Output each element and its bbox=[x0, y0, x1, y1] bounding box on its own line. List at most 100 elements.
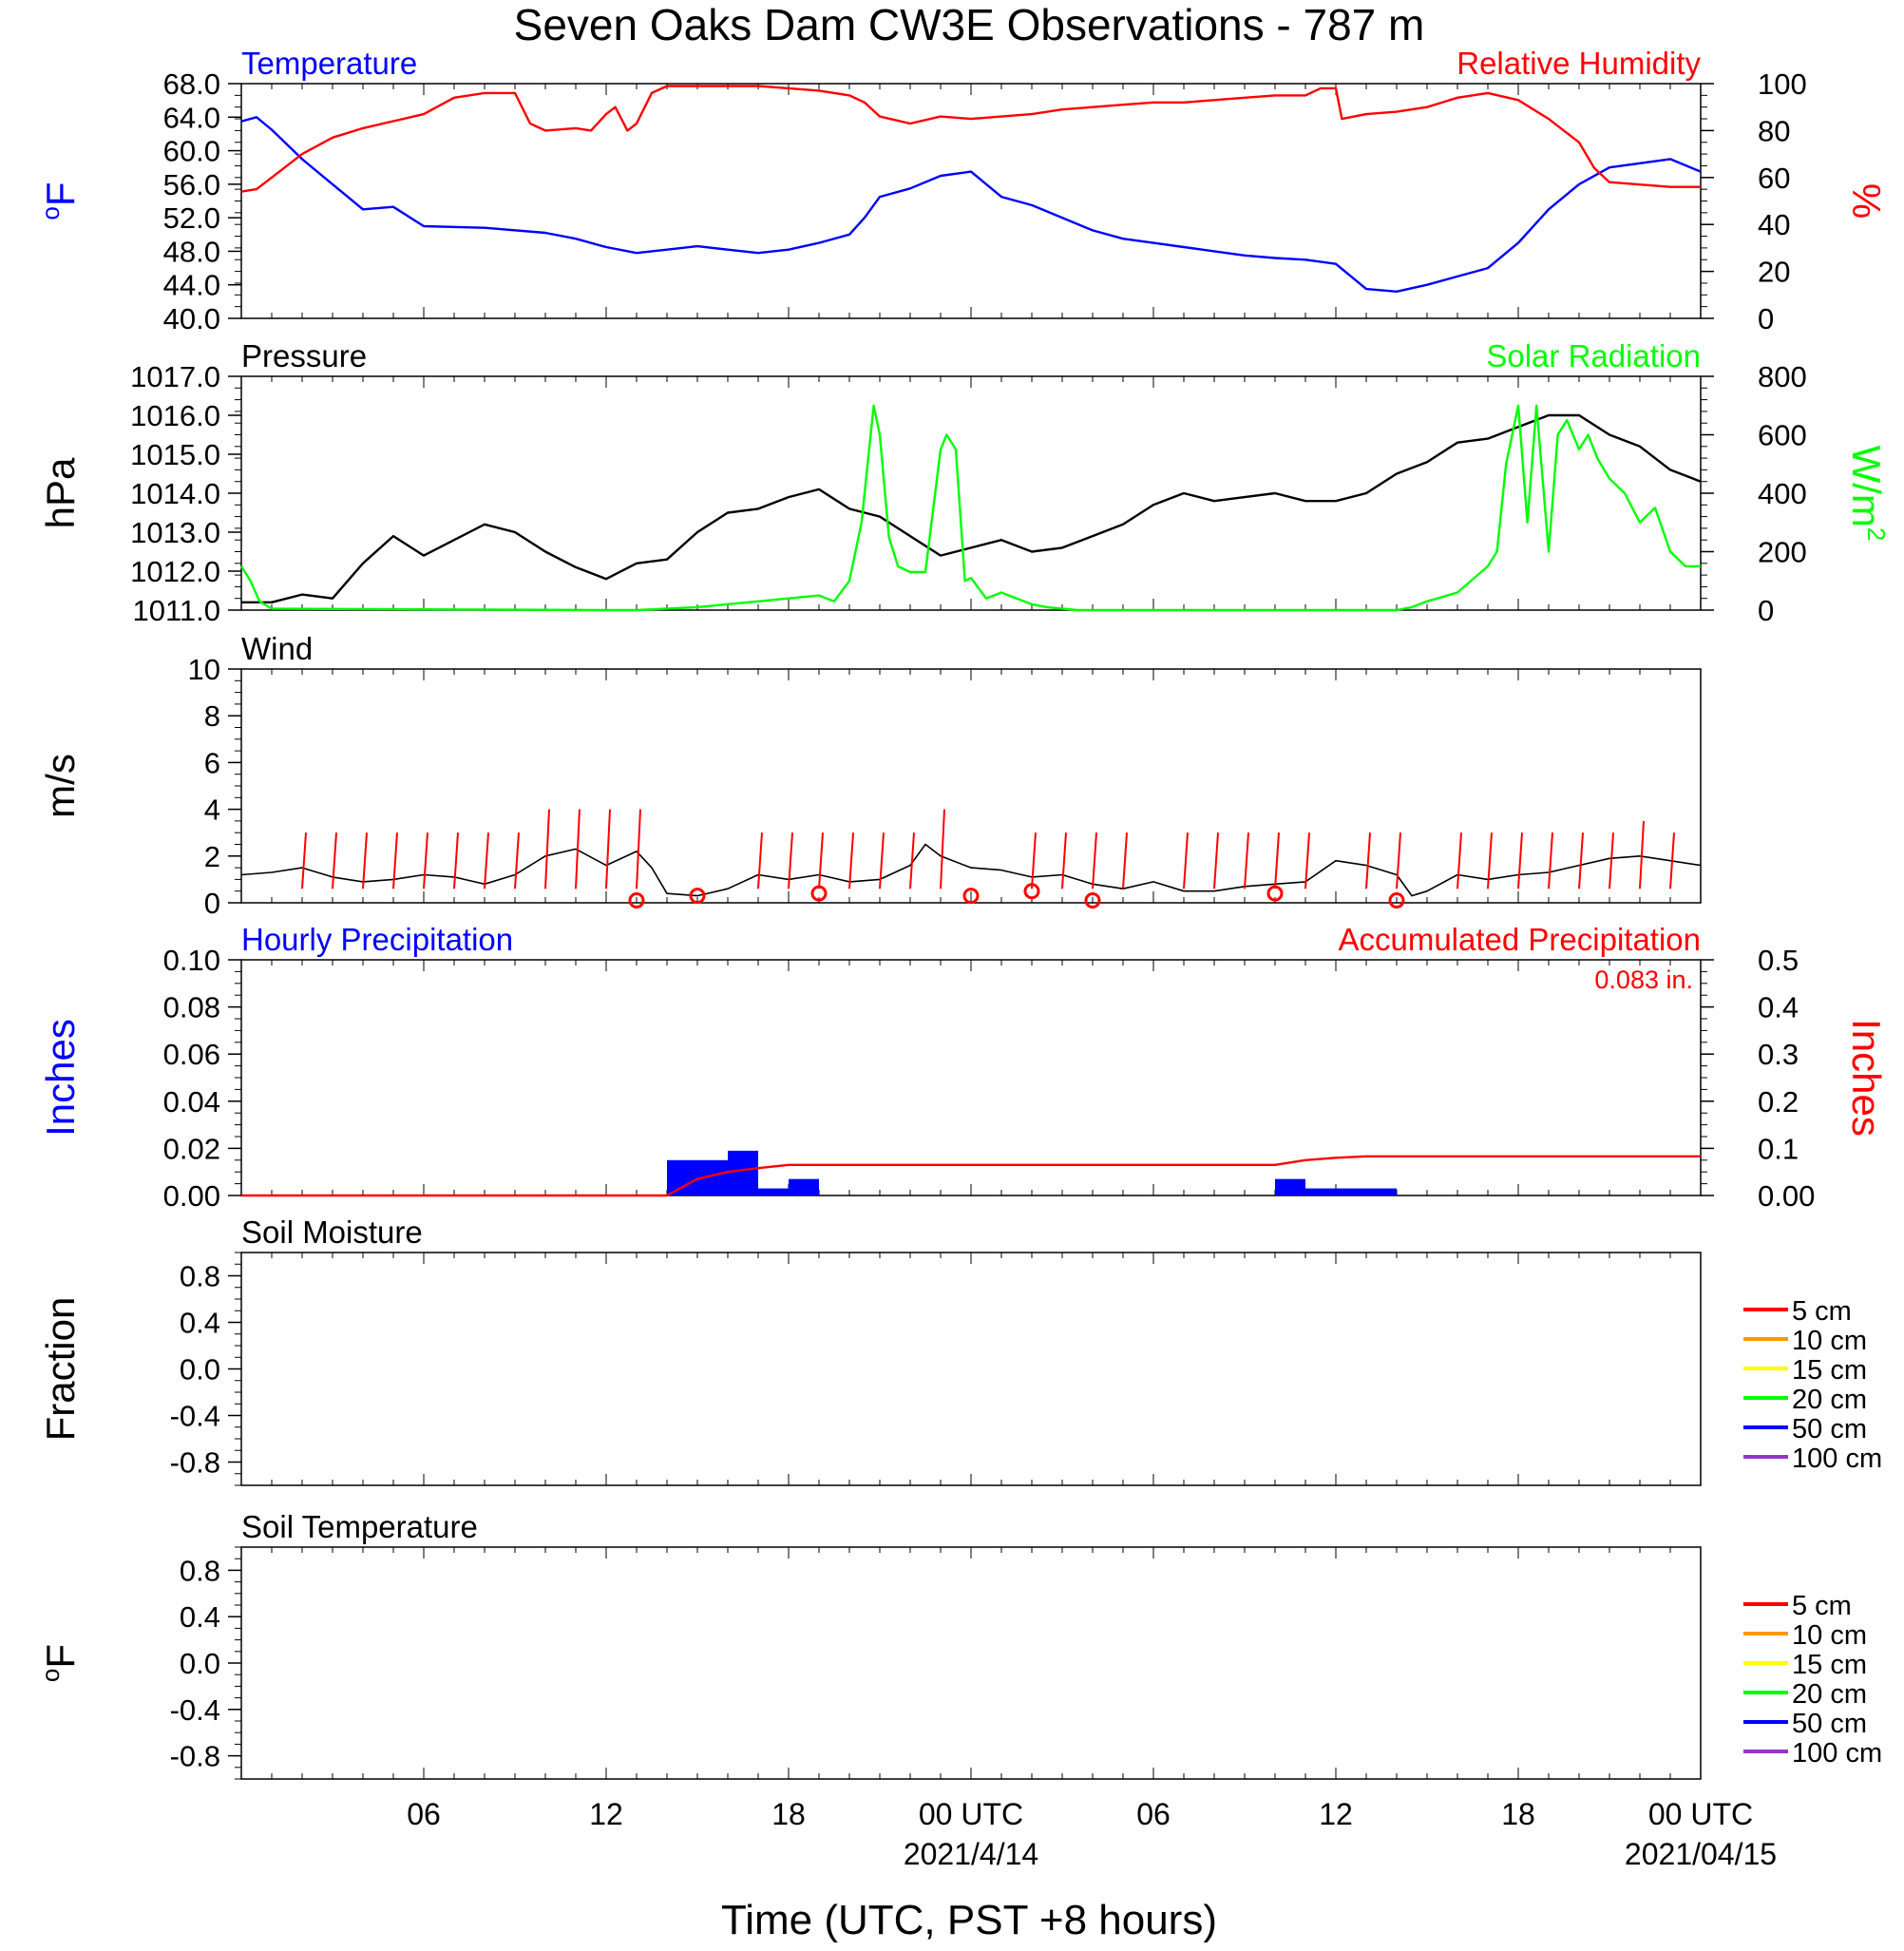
wind-barb bbox=[1639, 820, 1645, 889]
legend-label: 10 cm bbox=[1792, 1620, 1867, 1651]
left-axis-label: Inches bbox=[38, 1019, 83, 1137]
y-tick-label: 60.0 bbox=[163, 135, 220, 168]
wind-barb bbox=[514, 832, 520, 889]
wind-barb bbox=[1304, 832, 1310, 889]
wind-barb bbox=[423, 832, 428, 889]
y2-tick-label: 400 bbox=[1758, 477, 1807, 510]
y-tick-label: 1012.0 bbox=[130, 555, 220, 588]
y2-tick-label: 200 bbox=[1758, 536, 1807, 569]
y2-tick-label: 800 bbox=[1758, 360, 1807, 393]
y-tick-label: 40.0 bbox=[163, 302, 220, 335]
wind-barb bbox=[909, 832, 915, 889]
legend-label: 20 cm bbox=[1792, 1679, 1867, 1710]
wind-barb bbox=[332, 832, 337, 889]
y-tick-label: 0.8 bbox=[180, 1260, 220, 1293]
wind-barb bbox=[1457, 832, 1462, 889]
left-axis-label-text: oF bbox=[36, 182, 83, 220]
y-tick-label: 48.0 bbox=[163, 235, 220, 268]
left-axis-label-text: Inches bbox=[38, 1019, 83, 1137]
precip-bar bbox=[667, 1159, 697, 1195]
panel-title-right: Relative Humidity bbox=[1457, 46, 1701, 81]
y2-tick-label: 20 bbox=[1758, 256, 1790, 289]
calm-marker bbox=[810, 885, 828, 902]
x-tick-label: 12 bbox=[589, 1797, 623, 1831]
x-tick-label: 00 UTC bbox=[919, 1797, 1023, 1831]
y2-tick-label: 0.4 bbox=[1758, 991, 1799, 1024]
y-tick-label: 0.8 bbox=[180, 1554, 220, 1587]
wind-barb bbox=[453, 832, 459, 889]
x-tick-label: 18 bbox=[771, 1797, 806, 1831]
precip-bar bbox=[1336, 1188, 1366, 1195]
wind-barb bbox=[848, 832, 854, 889]
legend-label: 10 cm bbox=[1792, 1326, 1867, 1356]
accumulated-precipitation-line bbox=[241, 1155, 1701, 1197]
y2-tick-label: 0.3 bbox=[1758, 1038, 1799, 1071]
y-tick-label: 0.06 bbox=[163, 1038, 220, 1071]
wind-barb bbox=[484, 832, 489, 889]
panel-title-left: Soil Moisture bbox=[241, 1215, 423, 1250]
y-tick-label: 44.0 bbox=[163, 269, 220, 302]
wind-barb bbox=[544, 809, 550, 889]
wind-barb bbox=[1244, 832, 1249, 889]
y-tick-label: -0.8 bbox=[170, 1446, 220, 1480]
legend-label: 100 cm bbox=[1792, 1444, 1882, 1474]
wind-barb bbox=[788, 832, 793, 889]
precipitation-frame bbox=[240, 959, 1702, 1196]
precip-bar bbox=[1275, 1178, 1305, 1195]
panel-title-left: Soil Temperature bbox=[241, 1509, 478, 1544]
right-axis-label: W/m2 bbox=[1844, 446, 1891, 542]
calm-marker bbox=[1023, 883, 1040, 900]
wind-barb bbox=[1487, 832, 1493, 889]
calm-marker bbox=[628, 892, 645, 909]
left-axis-label-text: hPa bbox=[38, 457, 83, 528]
wind-barb bbox=[1365, 832, 1371, 889]
pressure-line bbox=[241, 413, 1702, 603]
calm-marker bbox=[689, 888, 706, 905]
left-axis-label: oF bbox=[36, 1644, 83, 1682]
left-axis-label: m/s bbox=[38, 754, 83, 818]
legend-label: 5 cm bbox=[1792, 1296, 1852, 1327]
right-axis-label-text: W/m2 bbox=[1844, 446, 1891, 542]
legend-label: 20 cm bbox=[1792, 1385, 1867, 1415]
wind-barb bbox=[636, 809, 641, 889]
calm-marker bbox=[1388, 892, 1405, 909]
precip-bar bbox=[1366, 1188, 1397, 1195]
wind-barb bbox=[605, 809, 611, 889]
calm-marker bbox=[962, 888, 980, 905]
wind-barb bbox=[1122, 832, 1128, 889]
y-tick-label: 0.08 bbox=[163, 991, 220, 1024]
y-tick-label: 0.10 bbox=[163, 944, 220, 977]
wind-barb bbox=[1092, 832, 1097, 889]
y-tick-label: 0 bbox=[204, 887, 220, 920]
wind-barb bbox=[1061, 832, 1067, 889]
y-tick-label: 52.0 bbox=[163, 201, 220, 235]
wind-barb bbox=[1548, 832, 1553, 889]
y-tick-label: 1015.0 bbox=[130, 438, 220, 471]
y-tick-label: 1013.0 bbox=[130, 516, 220, 549]
wind-barb bbox=[1031, 832, 1037, 889]
date-label: 2021/4/14 bbox=[904, 1837, 1038, 1871]
legend-label: 15 cm bbox=[1792, 1355, 1867, 1386]
y-tick-label: -0.4 bbox=[170, 1400, 220, 1433]
right-axis-label: % bbox=[1844, 183, 1889, 219]
y-tick-label: 0.0 bbox=[180, 1647, 220, 1680]
y2-tick-label: 0 bbox=[1758, 302, 1774, 335]
left-axis-label: hPa bbox=[38, 457, 83, 528]
y-tick-label: 64.0 bbox=[163, 101, 220, 134]
wind-barb bbox=[575, 809, 581, 889]
legend-label: 50 cm bbox=[1792, 1414, 1867, 1444]
y2-tick-label: 600 bbox=[1758, 419, 1807, 452]
x-tick-label: 18 bbox=[1501, 1797, 1535, 1831]
solar-radiation-line bbox=[239, 404, 1701, 612]
date-label: 2021/04/15 bbox=[1625, 1837, 1777, 1871]
x-tick-label: 12 bbox=[1319, 1797, 1353, 1831]
y-tick-label: 0.00 bbox=[163, 1179, 220, 1213]
y-tick-label: 68.0 bbox=[163, 67, 220, 101]
left-axis-label: oF bbox=[36, 182, 83, 220]
wind-barb bbox=[301, 832, 307, 889]
y2-tick-label: 80 bbox=[1758, 114, 1790, 147]
x-tick-label: 00 UTC bbox=[1648, 1797, 1753, 1831]
wind-barb bbox=[1578, 832, 1584, 889]
left-axis-label-text: m/s bbox=[38, 754, 83, 818]
y2-tick-label: 40 bbox=[1758, 208, 1790, 241]
